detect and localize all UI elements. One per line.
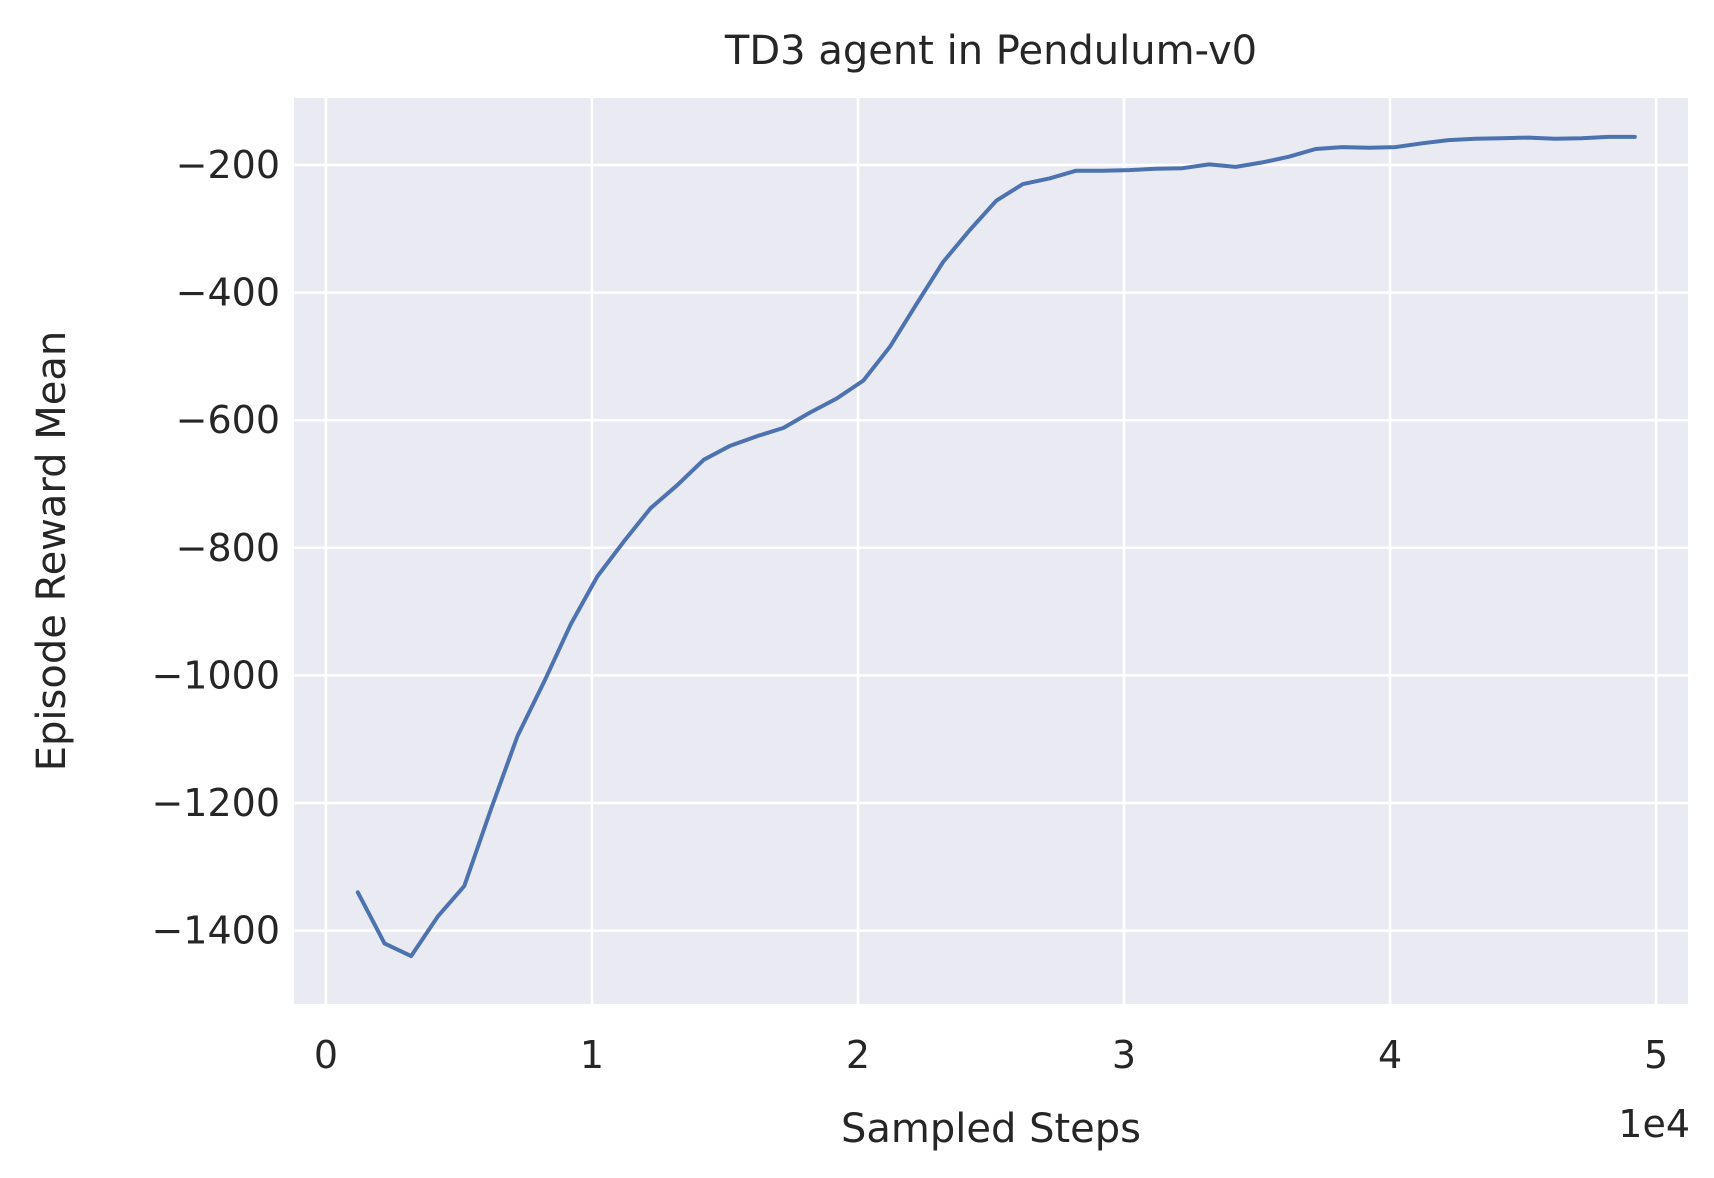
x-multiplier-label: 1e4 [1618, 1102, 1690, 1146]
chart-title: TD3 agent in Pendulum-v0 [724, 28, 1257, 74]
y-tick-labels: −200 −400 −600 −800 −1000 −1200 −1400 [151, 143, 280, 953]
x-tick-label: 0 [314, 1033, 338, 1077]
y-tick-label: −1000 [151, 653, 280, 697]
x-tick-label: 2 [846, 1033, 870, 1077]
y-axis-label: Episode Reward Mean [29, 331, 75, 771]
series-line [355, 134, 1637, 959]
y-tick-label: −800 [176, 526, 280, 570]
y-tick-label: −1400 [151, 909, 280, 953]
x-tick-labels: 0 1 2 3 4 5 [314, 1033, 1668, 1077]
series-group [355, 134, 1637, 959]
x-tick-label: 1 [580, 1033, 604, 1077]
x-tick-label: 4 [1378, 1033, 1402, 1077]
plot-background [294, 98, 1688, 1004]
y-tick-label: −1200 [151, 781, 280, 825]
x-tick-label: 3 [1112, 1033, 1136, 1077]
y-tick-label: −200 [176, 143, 280, 187]
x-axis-label: Sampled Steps [841, 1106, 1141, 1152]
y-tick-label: −600 [176, 398, 280, 442]
y-tick-label: −400 [176, 271, 280, 315]
grid [294, 98, 1688, 1004]
x-tick-label: 5 [1644, 1033, 1668, 1077]
